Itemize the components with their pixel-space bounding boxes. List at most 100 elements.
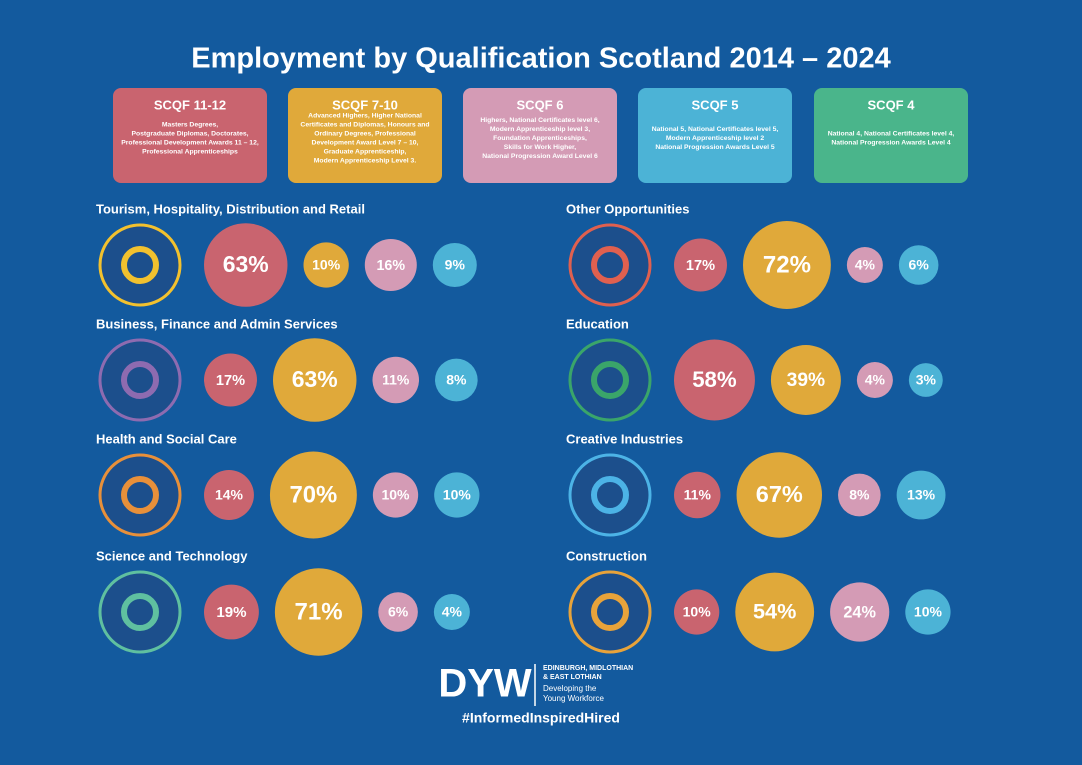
sector-name: Tourism, Hospitality, Distribution and R… [96, 201, 365, 216]
value-label: 6% [909, 257, 930, 273]
value-label: 19% [216, 604, 247, 621]
value-label: 17% [686, 258, 715, 274]
level-desc: Modern Apprenticeship level 2 [666, 135, 765, 142]
value-bubble [372, 356, 420, 404]
value-label: 54% [753, 599, 796, 624]
value-bubble [674, 589, 720, 635]
level-box [288, 88, 442, 183]
icon-glyph [591, 361, 629, 399]
value-bubble [204, 223, 288, 307]
sector-icon [568, 223, 652, 307]
sector-icon [98, 570, 182, 654]
value-bubble [742, 221, 831, 309]
value-label: 9% [445, 257, 466, 273]
value-label: 72% [763, 251, 811, 278]
level-box [638, 88, 792, 183]
value-bubble [896, 470, 946, 520]
value-label: 8% [446, 372, 467, 388]
value-bubble [736, 452, 823, 538]
sector-name: Science and Technology [96, 548, 248, 563]
level-desc: Advanced Highers, Higher National [308, 112, 422, 119]
level-desc: Modern Apprenticeship level 3, [490, 126, 590, 133]
value-bubble [433, 594, 470, 630]
level-box [814, 88, 968, 183]
title: Employment by Qualification Scotland 201… [191, 43, 890, 75]
hashtag: #InformedInspiredHired [462, 710, 620, 726]
value-bubble [770, 345, 841, 415]
level-name: SCQF 4 [868, 97, 916, 112]
icon-glyph [591, 246, 629, 284]
value-bubble [856, 362, 893, 398]
icon-glyph [121, 476, 159, 514]
value-label: 10% [683, 604, 712, 620]
value-bubble [378, 592, 418, 632]
value-bubble [905, 589, 951, 635]
sector-name: Other Opportunities [566, 201, 690, 216]
value-bubble [846, 247, 883, 283]
value-bubble [204, 584, 259, 640]
value-label: 4% [865, 372, 886, 388]
value-label: 58% [692, 367, 737, 392]
value-bubble [735, 572, 815, 652]
value-label: 10% [312, 257, 341, 273]
level-box [113, 88, 267, 183]
value-label: 16% [376, 258, 405, 274]
level-name: SCQF 7-10 [332, 97, 398, 112]
level-desc: Certificates and Diplomas, Honours and [300, 121, 429, 128]
sector-name: Construction [566, 548, 647, 563]
value-label: 67% [756, 481, 803, 507]
level-name: SCQF 5 [692, 97, 739, 112]
level-desc: Skills for Work Higher, [504, 144, 577, 151]
level-name: SCQF 11-12 [154, 97, 226, 112]
value-bubble [838, 473, 881, 517]
level-name: SCQF 6 [517, 97, 564, 112]
value-label: 13% [907, 487, 936, 503]
icon-glyph [121, 246, 159, 284]
icon-glyph [591, 593, 629, 631]
value-label: 14% [215, 487, 244, 503]
icon-glyph [121, 361, 159, 399]
sector-icon [568, 570, 652, 654]
value-bubble [434, 472, 480, 518]
value-bubble [274, 568, 363, 656]
icon-glyph [591, 476, 629, 514]
value-bubble [674, 471, 721, 519]
value-bubble [269, 451, 357, 539]
level-desc: National Progression Awards Level 4 [831, 139, 951, 146]
sector-icon [568, 453, 652, 537]
sector-name: Creative Industries [566, 431, 683, 446]
region: & EAST LOTHIAN [543, 674, 602, 681]
value-label: 4% [442, 604, 463, 620]
level-desc: Ordinary Degrees, Professional [314, 130, 416, 137]
sector-icon [568, 338, 652, 422]
value-label: 11% [684, 487, 712, 503]
value-bubble [830, 582, 890, 642]
icon-glyph [121, 593, 159, 631]
value-label: 39% [787, 370, 825, 391]
level-desc: Postgraduate Diplomas, Doctorates, [131, 130, 248, 137]
level-desc: Highers, National Certificates level 6, [480, 117, 599, 124]
value-label: 3% [916, 372, 937, 388]
value-bubble [303, 242, 349, 288]
level-box [463, 88, 617, 183]
level-desc: Professional Development Awards 11 – 12, [121, 139, 259, 146]
level-desc: National Progression Awards Level 5 [655, 144, 775, 151]
level-desc: Modern Apprenticeship Level 3. [314, 157, 417, 164]
value-label: 6% [388, 604, 409, 620]
sector-name: Education [566, 316, 629, 331]
level-desc: National 5, National Certificates level … [652, 126, 779, 133]
sector-icon [98, 338, 182, 422]
value-label: 24% [843, 603, 876, 621]
value-label: 63% [292, 366, 338, 392]
value-bubble [372, 472, 419, 518]
value-bubble [908, 363, 943, 397]
level-desc: Professional Apprenticeships [142, 148, 238, 155]
level-desc: Masters Degrees, [162, 121, 218, 128]
value-label: 17% [216, 373, 245, 389]
value-bubble [432, 243, 477, 287]
value-label: 10% [443, 487, 472, 503]
region: EDINBURGH, MIDLOTHIAN [543, 665, 633, 672]
value-label: 71% [295, 598, 343, 625]
value-bubble [898, 245, 939, 285]
